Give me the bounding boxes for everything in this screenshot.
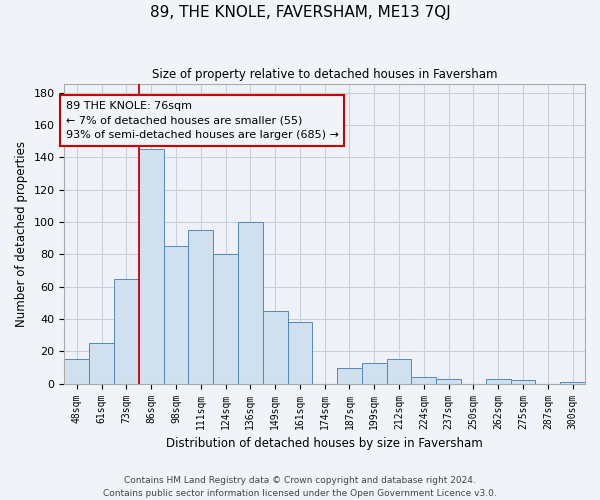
Bar	[164, 246, 188, 384]
Text: 89 THE KNOLE: 76sqm
← 7% of detached houses are smaller (55)
93% of semi-detache: 89 THE KNOLE: 76sqm ← 7% of detached hou…	[65, 100, 338, 140]
Bar	[238, 222, 263, 384]
Text: Contains HM Land Registry data © Crown copyright and database right 2024.
Contai: Contains HM Land Registry data © Crown c…	[103, 476, 497, 498]
Bar	[362, 362, 386, 384]
Text: 89, THE KNOLE, FAVERSHAM, ME13 7QJ: 89, THE KNOLE, FAVERSHAM, ME13 7QJ	[149, 5, 451, 20]
Bar	[64, 360, 89, 384]
Bar	[263, 311, 287, 384]
Bar	[560, 382, 585, 384]
Y-axis label: Number of detached properties: Number of detached properties	[15, 141, 28, 327]
Bar	[188, 230, 213, 384]
Bar	[114, 278, 139, 384]
Bar	[213, 254, 238, 384]
Bar	[486, 379, 511, 384]
Bar	[139, 149, 164, 384]
Bar	[89, 344, 114, 384]
Bar	[337, 368, 362, 384]
Bar	[436, 379, 461, 384]
Title: Size of property relative to detached houses in Faversham: Size of property relative to detached ho…	[152, 68, 497, 80]
Bar	[412, 377, 436, 384]
Bar	[386, 360, 412, 384]
Bar	[287, 322, 313, 384]
Bar	[511, 380, 535, 384]
X-axis label: Distribution of detached houses by size in Faversham: Distribution of detached houses by size …	[166, 437, 483, 450]
